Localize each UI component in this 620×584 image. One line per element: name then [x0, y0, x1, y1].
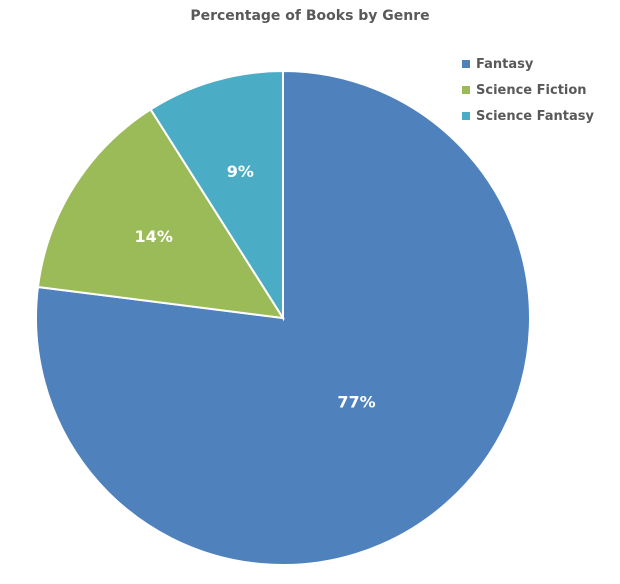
legend-item-science-fantasy: Science Fantasy — [462, 103, 594, 129]
legend-swatch-fantasy — [462, 60, 470, 68]
legend-swatch-science-fantasy — [462, 112, 470, 120]
data-label-science-fiction: 14% — [135, 227, 173, 246]
data-label-fantasy: 77% — [337, 392, 375, 411]
pie-slices — [35, 69, 531, 566]
legend-item-science-fiction: Science Fiction — [462, 77, 594, 103]
legend-item-fantasy: Fantasy — [462, 51, 594, 77]
pie-slice-science-fiction — [36, 108, 285, 320]
pie-labels: 77% 14% 9% — [135, 162, 376, 411]
chart-title: Percentage of Books by Genre — [190, 8, 430, 24]
legend-label-fantasy: Fantasy — [476, 56, 534, 72]
legend-label-science-fantasy: Science Fantasy — [476, 108, 594, 124]
data-label-science-fantasy: 9% — [227, 162, 254, 181]
legend-label-science-fiction: Science Fiction — [476, 82, 587, 98]
legend: Fantasy Science Fiction Science Fantasy — [462, 51, 594, 129]
pie-slice-science-fantasy — [149, 69, 284, 322]
legend-swatch-science-fiction — [462, 86, 470, 94]
